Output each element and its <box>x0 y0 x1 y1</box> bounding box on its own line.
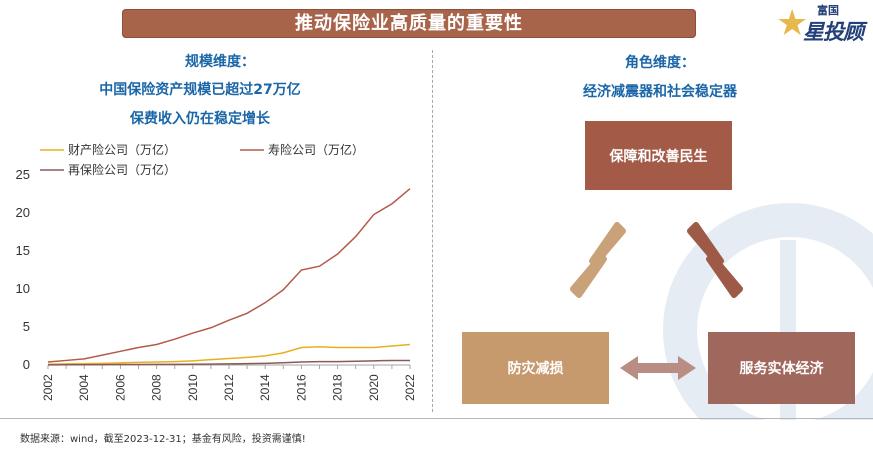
star-icon: ★ <box>776 3 809 44</box>
right-heading: 角色维度： <box>625 55 695 71</box>
y-tick-label: 20 <box>16 205 30 220</box>
section-divider <box>432 50 433 412</box>
legend-label: 财产险公司（万亿） <box>68 142 176 157</box>
x-tick-label: 2010 <box>186 374 200 401</box>
relation-arrows <box>570 222 743 380</box>
footer-note: 数据来源：wind，截至2023-12-31；基金有风险，投资需谨慎! <box>20 434 306 445</box>
x-tick-label: 2014 <box>258 374 272 401</box>
x-tick-label: 2020 <box>367 374 381 401</box>
y-tick-label: 15 <box>16 243 30 258</box>
arrow-right-diagonal <box>687 222 743 298</box>
x-tick-label: 2006 <box>113 374 127 401</box>
footer-divider <box>0 418 873 419</box>
x-tick-label: 2008 <box>150 374 164 401</box>
brand-logo: ★ 富国 星投顾 <box>770 0 865 48</box>
series-line-1 <box>47 343 411 365</box>
title-banner: 推动保险业高质量的重要性 <box>122 9 696 38</box>
x-tick-label: 2018 <box>331 374 345 401</box>
y-tick-label: 0 <box>23 357 30 372</box>
x-tick-label: 2002 <box>41 374 55 401</box>
left-line2: 保费收入仍在稳定增长 <box>130 111 270 127</box>
x-axis: 2002 2004 2006 2008 2010 2012 2014 2016 2018 2020… <box>41 364 417 401</box>
y-tick-label: 5 <box>23 319 30 334</box>
chart-legend: 财产险公司（万亿） 寿险公司（万亿） 再保险公司（万亿） <box>40 142 364 177</box>
chart-lines <box>47 188 411 366</box>
legend-label: 再保险公司（万亿） <box>68 162 176 177</box>
logo-small-text: 富国 <box>817 4 839 17</box>
x-tick-label: 2016 <box>294 374 308 401</box>
arrow-bottom-horizontal <box>620 356 696 380</box>
right-line1: 经济减震器和社会稳定器 <box>583 84 737 100</box>
left-heading: 规模维度： <box>185 54 255 70</box>
x-tick-label: 2004 <box>77 374 91 401</box>
box-improve-livelihood: 保障和改善民生 <box>585 121 732 190</box>
y-tick-label: 25 <box>16 167 30 182</box>
x-tick-label: 2022 <box>403 374 417 401</box>
x-tick-label: 2012 <box>222 374 236 401</box>
left-line1: 中国保险资产规模已超过27万亿 <box>99 82 301 98</box>
series-line-3 <box>47 359 410 366</box>
box-real-economy: 服务实体经济 <box>708 332 855 404</box>
logo-big-text: 星投顾 <box>803 20 864 44</box>
arrow-left-diagonal <box>570 222 626 298</box>
insurance-assets-chart: 财产险公司（万亿） 寿险公司（万亿） 再保险公司（万亿） 0 5 10 15 20 25 20… <box>16 142 417 401</box>
series-line-2 <box>47 188 411 363</box>
y-axis: 0 5 10 15 20 25 <box>16 167 30 372</box>
y-tick-label: 10 <box>16 281 30 296</box>
box-disaster-prevention: 防灾减损 <box>462 332 609 404</box>
legend-label: 寿险公司（万亿） <box>268 142 364 157</box>
